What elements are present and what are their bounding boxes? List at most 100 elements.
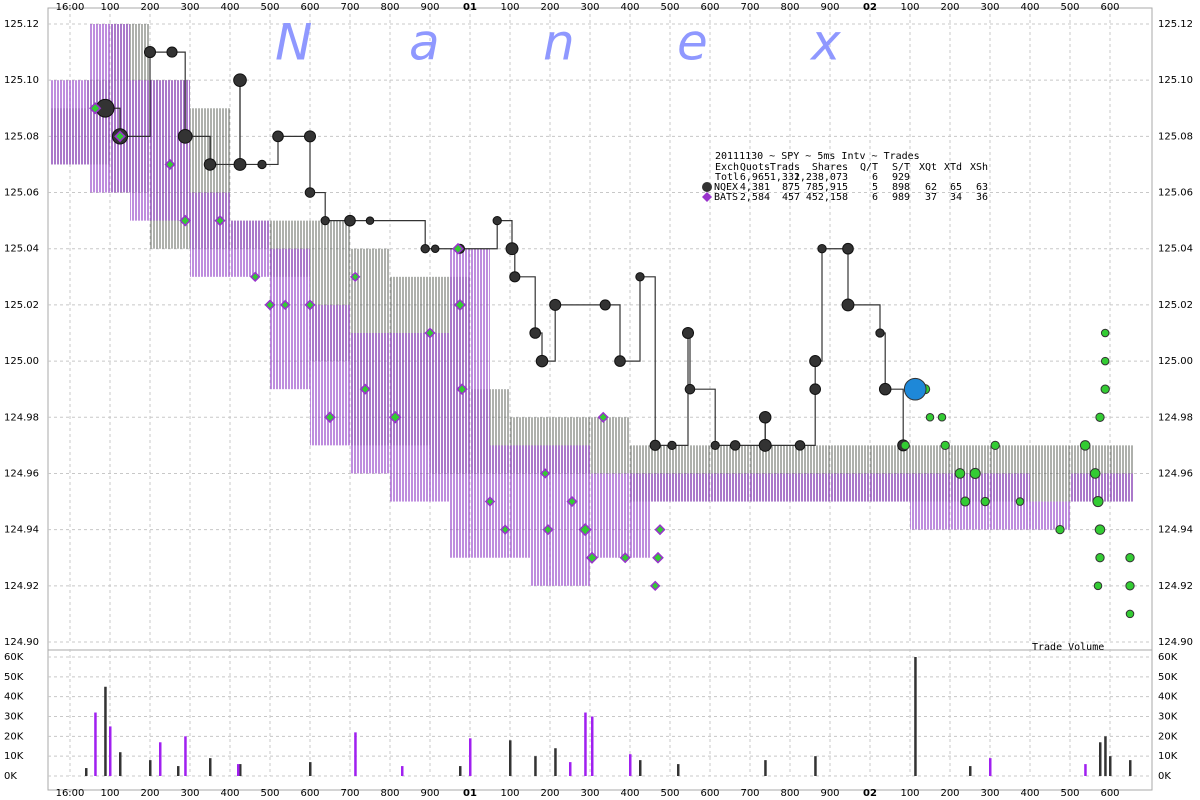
x-tick-label: 02: [863, 2, 877, 13]
trade-circle: [1015, 497, 1025, 506]
trade-circle: [1125, 553, 1135, 563]
trade-circle: [1125, 581, 1135, 591]
volume-bar: [1099, 742, 1102, 776]
trade-diamond: [453, 298, 467, 312]
x-tick-label: 300: [980, 788, 999, 799]
y-tick-label: 0K: [1158, 771, 1171, 782]
legend-cell: 37: [925, 192, 937, 203]
trade-circle: [529, 327, 542, 339]
trade-circle: [960, 496, 971, 507]
trade-circle: [710, 440, 720, 451]
y-tick-label: 125.04: [1158, 244, 1193, 255]
x-tick-label: 100: [900, 2, 919, 13]
legend-title: 20111130 ~ SPY ~ 5ms Intv ~ Trades: [715, 151, 920, 162]
trade-circle: [1079, 440, 1091, 451]
x-tick-label: 300: [180, 788, 199, 799]
trade-circle: [166, 46, 178, 58]
y-tick-label: 124.94: [1158, 525, 1193, 536]
volume-bar: [1109, 756, 1112, 776]
trade-circle: [1093, 581, 1103, 591]
trade-diamond: [566, 495, 578, 508]
step-line: [605, 304, 621, 362]
x-tick-label: 16:00: [56, 788, 85, 799]
trade-circle: [203, 158, 217, 171]
legend-cell: 1,332: [770, 172, 800, 183]
quote-band: [190, 192, 230, 277]
volume-bar: [401, 766, 404, 776]
x-tick-label: 800: [780, 788, 799, 799]
x-tick-label: 01: [463, 788, 477, 799]
y-tick-label: 124.90: [4, 637, 39, 648]
trade-diamond: [654, 524, 666, 536]
volume-bar: [119, 752, 122, 776]
trade-circle: [233, 158, 247, 171]
y-tick-label: 125.02: [1158, 300, 1193, 311]
trade-diamond: [452, 242, 464, 255]
volume-bar: [104, 686, 107, 776]
trade-diamond: [164, 158, 176, 171]
step-line: [542, 304, 556, 362]
quote-band: [230, 220, 270, 277]
legend-cell: 34: [950, 192, 962, 203]
volume-bar: [914, 657, 917, 776]
x-tick-label: 400: [620, 788, 639, 799]
trade-diamond: [619, 552, 631, 564]
y-tick-label: 60K: [1158, 652, 1178, 663]
trade-circle: [681, 326, 695, 340]
trade-circle: [304, 187, 316, 198]
y-tick-label: 124.98: [1158, 412, 1193, 423]
trade-circle: [365, 216, 375, 225]
trade-circle: [758, 411, 772, 424]
x-tick-label: 900: [420, 2, 439, 13]
y-tick-label: 125.00: [4, 356, 39, 367]
step-line: [262, 136, 279, 166]
volume-bar: [584, 712, 587, 776]
legend-header: XQt: [919, 162, 937, 173]
legend-header: Trads: [770, 162, 800, 173]
x-tick-label: 300: [580, 788, 599, 799]
trade-diamond: [179, 214, 192, 227]
y-tick-label: 125.06: [1158, 188, 1193, 199]
legend-header: S/T: [892, 162, 910, 173]
x-tick-label: 500: [1060, 788, 1079, 799]
x-tick-label: 02: [863, 788, 877, 799]
trade-diamond: [89, 102, 102, 115]
trade-circle: [969, 467, 981, 480]
trade-circle: [1095, 412, 1105, 422]
trade-circle: [233, 73, 247, 88]
trade-diamond: [349, 271, 361, 283]
trade-circle: [878, 382, 892, 396]
x-tick-label: 100: [900, 788, 919, 799]
legend-cell: 36: [976, 192, 988, 203]
step-line: [620, 276, 641, 362]
volume-bar: [237, 764, 240, 776]
panel-title: Trade Volume: [1032, 642, 1104, 653]
trade-diamond: [578, 523, 592, 537]
volume-bar: [109, 726, 112, 776]
step-line: [514, 276, 536, 333]
legend-cell: 875: [782, 182, 800, 193]
volume-bar: [677, 764, 680, 776]
x-tick-label: 700: [340, 788, 359, 799]
step-line: [848, 304, 881, 333]
volume-bar: [94, 712, 97, 776]
x-tick-label: 400: [220, 2, 239, 13]
trade-circle: [1100, 384, 1110, 394]
volume-bar: [591, 716, 594, 776]
x-tick-label: 700: [340, 2, 359, 13]
x-tick-label: 300: [980, 2, 999, 13]
step-line: [640, 276, 656, 446]
trade-diamond: [499, 524, 511, 535]
trade-circle: [1100, 328, 1110, 338]
trade-circle: [1094, 524, 1106, 535]
x-tick-label: 200: [140, 788, 159, 799]
y-tick-label: 125.04: [4, 244, 39, 255]
legend-cell: 63: [976, 182, 988, 193]
watermark: a: [409, 14, 440, 72]
x-tick-label: 800: [380, 2, 399, 13]
y-tick-label: 125.00: [1158, 356, 1193, 367]
trade-diamond: [114, 130, 126, 143]
quote-band: [650, 473, 910, 502]
watermark: n: [543, 14, 575, 72]
x-tick-label: 200: [540, 2, 559, 13]
